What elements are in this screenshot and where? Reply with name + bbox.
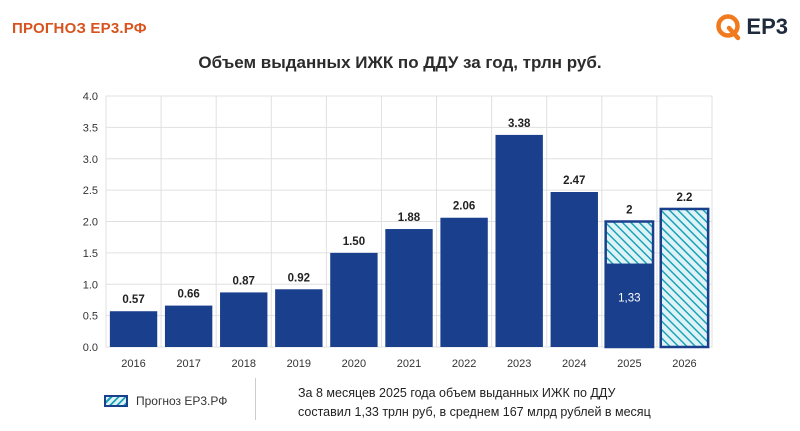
x-tick-label-2016: 2016	[121, 358, 145, 370]
x-tick-label-2026: 2026	[672, 358, 696, 370]
x-tick-label-2018: 2018	[231, 358, 255, 370]
y-axis: 0.0 0.5 1.0 1.5 2.0 2.5 3.0 3.5 4.0	[83, 91, 98, 354]
data-label-actual-2025: 1,33	[618, 292, 640, 304]
y-tick-label: 0.0	[83, 342, 98, 354]
bar-2018	[220, 292, 268, 347]
x-tick-label-2019: 2019	[287, 358, 311, 370]
data-label-2021: 1.88	[398, 212, 421, 224]
data-label-2016: 0.57	[122, 294, 144, 306]
y-tick-label: 0.5	[83, 311, 98, 323]
note-text: За 8 месяцев 2025 года объем выданных ИЖ…	[298, 384, 718, 422]
bar-2021	[385, 229, 433, 347]
q-logo-icon	[716, 14, 741, 41]
chart-title: Объем выданных ИЖК по ДДУ за год, трлн р…	[198, 53, 602, 72]
y-tick-label: 2.0	[83, 217, 98, 229]
bar-actual-2025	[605, 263, 654, 347]
data-labels: 0.57 0.66 0.87 0.92 1.50 1.88 2.06 3.38 2.47 1,33…	[122, 118, 692, 306]
logo: ЕР3	[714, 12, 788, 42]
data-label-2022: 2.06	[453, 201, 475, 213]
note-line-2: составил 1,33 трлн руб, в среднем 167 мл…	[298, 405, 651, 419]
x-axis: 2016 2017 2018 2019 2020 2021 2022 2023 2024 2025…	[121, 358, 696, 370]
x-tick-label-2021: 2021	[397, 358, 421, 370]
x-tick-label-2022: 2022	[452, 358, 476, 370]
data-label-2023: 3.38	[508, 118, 531, 130]
y-tick-label: 3.5	[83, 122, 98, 134]
data-label-2017: 0.66	[177, 289, 199, 301]
note-line-1: За 8 месяцев 2025 года объем выданных ИЖ…	[298, 386, 616, 400]
bar-2016	[109, 311, 158, 347]
y-tick-label: 2.5	[83, 185, 98, 197]
data-label-2018: 0.87	[233, 275, 255, 287]
data-label-2024: 2.47	[563, 175, 585, 187]
legend: Прогноз ЕР3.РФ	[104, 394, 227, 408]
legend-hatch-swatch	[104, 395, 128, 407]
y-tick-label: 4.0	[83, 91, 98, 103]
data-label-2025: 2	[626, 205, 632, 217]
x-tick-label-2023: 2023	[507, 358, 531, 370]
x-tick-label-2020: 2020	[342, 358, 366, 370]
brand-title: ПРОГНОЗ ЕР3.РФ	[12, 20, 147, 37]
bar-2017	[164, 305, 213, 347]
bar-forecast-2026	[659, 207, 710, 349]
bar-2022	[440, 217, 488, 347]
data-label-2026: 2.2	[676, 192, 692, 204]
divider	[255, 378, 256, 420]
bars	[109, 134, 710, 349]
y-tick-label: 1.0	[83, 279, 98, 291]
data-label-2020: 1.50	[343, 236, 365, 248]
x-tick-label-2024: 2024	[562, 358, 586, 370]
legend-label: Прогноз ЕР3.РФ	[136, 394, 228, 408]
x-tick-label-2025: 2025	[617, 358, 641, 370]
logo-text: ЕР3	[746, 14, 788, 39]
y-tick-label: 3.0	[83, 154, 98, 166]
y-tick-label: 1.5	[83, 248, 98, 260]
x-tick-label-2017: 2017	[176, 358, 200, 370]
bar-2024	[550, 192, 598, 347]
bar-2019	[275, 289, 323, 347]
bar-2023	[495, 134, 543, 347]
bar-2020	[330, 252, 378, 347]
data-label-2019: 0.92	[288, 272, 310, 284]
